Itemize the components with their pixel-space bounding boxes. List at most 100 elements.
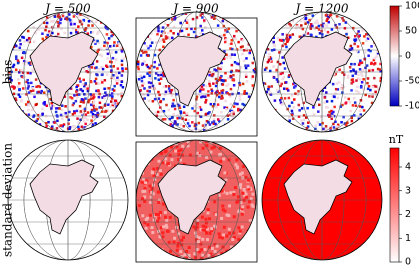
noise [72,15,76,18]
noise [357,18,360,21]
noise [92,93,95,96]
noise [56,107,60,110]
noise [156,12,160,16]
noise [221,208,225,212]
noise [178,116,181,120]
noise [288,119,291,122]
noise [165,225,169,229]
noise [153,177,157,181]
noise [358,38,361,41]
noise [238,184,242,188]
noise [44,93,48,97]
noise [160,110,163,113]
noise [19,131,22,132]
noise [241,39,245,42]
noise [162,85,166,89]
noise [349,109,352,113]
noise [106,109,109,113]
noise [147,24,151,27]
noise [146,157,150,161]
noise [151,150,155,154]
noise [16,14,19,18]
noise [147,19,151,23]
row-label: standard deviation [1,143,15,257]
noise [220,189,224,193]
noise [92,106,96,110]
noise [230,53,234,56]
noise [57,13,60,16]
noise [90,31,93,34]
noise [251,75,255,78]
noise [354,70,358,74]
noise [94,105,98,109]
noise [301,122,305,125]
noise [158,235,162,239]
noise [376,42,380,46]
noise [199,88,202,91]
noise [173,236,177,240]
noise [206,208,210,212]
noise [202,83,205,87]
noise [355,50,359,53]
noise [247,95,251,98]
noise [246,178,250,182]
noise [179,111,183,115]
noise [304,16,308,20]
noise [283,67,287,70]
noise [44,122,48,125]
noise [369,120,372,124]
noise [110,69,113,72]
noise [264,14,268,17]
noise [224,79,227,82]
colorbar-unit: nT [389,133,404,146]
noise [191,107,194,110]
noise [158,169,162,173]
globe-outline [135,139,257,261]
noise [142,93,146,97]
noise [198,106,202,109]
noise [34,78,38,81]
noise [300,24,303,27]
noise [150,187,154,191]
noise [205,238,209,242]
noise [237,254,241,258]
noise [100,54,103,58]
noise [46,131,50,132]
noise [375,106,379,109]
noise [84,82,87,85]
noise [247,113,251,116]
noise [362,109,366,112]
noise [176,241,180,245]
noise [216,103,220,106]
noise [366,77,370,80]
noise [367,84,371,88]
noise [361,68,365,72]
noise [237,257,241,260]
noise [255,126,256,129]
noise [285,129,289,132]
noise [244,107,247,111]
noise [125,44,128,47]
noise [168,117,172,121]
noise [116,19,119,23]
noise [376,16,380,19]
noise [229,253,233,257]
noise [90,110,93,114]
noise [92,100,96,104]
noise [216,24,220,27]
noise [195,95,199,99]
noise [227,204,231,208]
noise [136,60,140,63]
noise [336,96,340,100]
noise [100,79,103,82]
noise [162,74,166,77]
noise [379,14,382,18]
noise [249,197,253,201]
continent [29,31,99,107]
noise [71,124,75,128]
noise [27,91,31,94]
noise [221,83,225,86]
noise [249,163,253,167]
noise [157,216,161,220]
noise [144,218,148,222]
